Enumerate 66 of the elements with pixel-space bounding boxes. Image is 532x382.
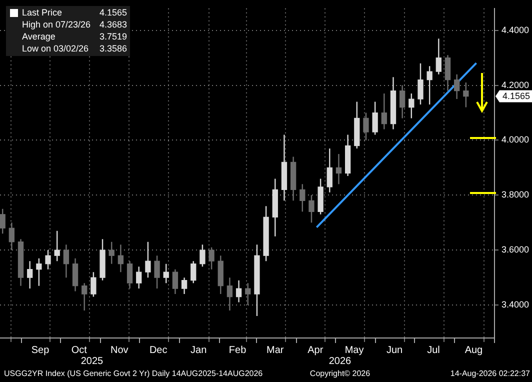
annotation: 3.3586 — [99, 43, 127, 54]
x-tick-label: Jul — [427, 344, 440, 356]
candlestick — [45, 250, 51, 270]
candlestick — [300, 184, 306, 212]
y-tick-label: 4.2000 — [501, 80, 530, 90]
text: 2025 — [80, 356, 104, 367]
candlestick — [136, 266, 142, 290]
candlestick — [281, 134, 288, 202]
x-tick-label: Jan — [190, 344, 207, 356]
candlestick — [272, 178, 278, 237]
y-tick-label: 3.6000 — [501, 244, 530, 255]
x-tick-label: Aug — [464, 344, 483, 356]
candlestick — [172, 268, 178, 295]
candlestick — [54, 230, 60, 262]
candlestick — [218, 255, 224, 295]
candlestick — [336, 153, 342, 185]
candlestick — [145, 241, 151, 278]
annotation: Last Price — [22, 7, 62, 18]
x-tick-label: Jun — [386, 344, 403, 356]
candlestick — [100, 238, 106, 281]
candlestick — [0, 208, 6, 234]
candlestick — [154, 255, 160, 290]
annotation: 4.1565 — [99, 7, 127, 18]
y-tick-label: 3.4000 — [501, 300, 530, 310]
candlestick — [408, 92, 414, 119]
x-tick-label: Nov — [110, 344, 128, 356]
annotation: 4.3683 — [99, 19, 127, 30]
candlestick — [263, 206, 269, 262]
y-tick-label: 4.0000 — [501, 134, 530, 145]
candlestick — [318, 178, 324, 215]
text: USGG2YR Index (US Generic Govt 2 Yr) Daily 14AUG2025-14AUG2026 — [4, 369, 264, 378]
candlestick — [418, 62, 424, 106]
candlestick — [344, 134, 351, 177]
candlestick — [354, 101, 360, 150]
candlestick — [436, 38, 442, 75]
x-tick-label: Apr — [308, 344, 324, 356]
candlestick — [118, 244, 124, 273]
annotation: High on 07/23/26 — [22, 19, 91, 30]
x-tick-label: Dec — [149, 344, 168, 356]
text: Copyright© 2026 — [310, 369, 371, 378]
candlestick — [27, 260, 33, 290]
x-tick-label: Oct — [71, 344, 88, 356]
annotation: Average — [22, 31, 56, 42]
candlestick — [254, 244, 260, 317]
candlestick — [163, 263, 169, 284]
candlestick — [426, 65, 432, 106]
text: 2026 — [328, 356, 352, 367]
candlestick — [372, 101, 378, 136]
x-tick-label: Mar — [266, 344, 284, 356]
annotation: Low on 03/02/26 — [22, 43, 89, 54]
candlestick — [381, 92, 387, 130]
candlestick — [236, 280, 242, 303]
x-tick-label: Sep — [31, 344, 50, 356]
text: 4.1565 — [502, 90, 530, 101]
y-tick-label: 3.8000 — [501, 190, 530, 200]
candlestick — [390, 76, 396, 130]
candlestick — [72, 258, 78, 292]
text: 14-Aug-2026 02:22:37 — [450, 369, 531, 378]
candlestick — [36, 258, 42, 286]
y-tick-label: 4.4000 — [501, 24, 530, 35]
x-tick-label: Feb — [228, 344, 247, 356]
candlestick — [82, 282, 88, 312]
annotation: 3.7519 — [99, 31, 127, 42]
candlestick — [326, 148, 332, 194]
candlestick — [181, 276, 188, 295]
x-tick-label: May — [344, 344, 364, 356]
